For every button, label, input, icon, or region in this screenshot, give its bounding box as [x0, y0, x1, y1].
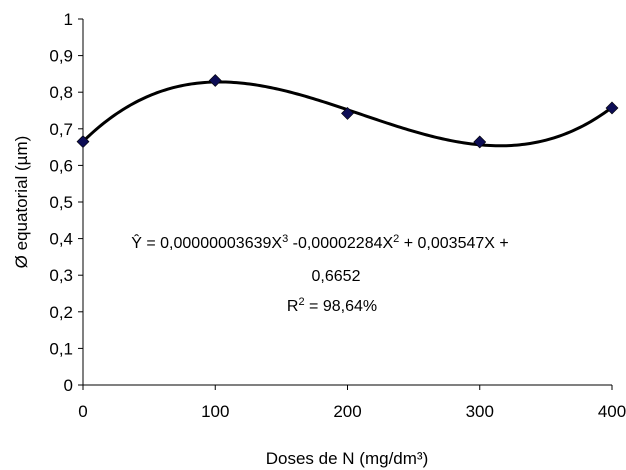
- data-point: [473, 135, 487, 149]
- x-tick-label: 200: [333, 402, 361, 421]
- y-ticks: 0 0,1 0,2 0,3 0,4 0,5 0,6 0,7 0,8 0,9 1: [49, 10, 83, 395]
- r-squared: R2 = 98,64%: [287, 296, 377, 315]
- equation-line-1: Ŷ = 0,00000003639X3 -0,00002284X2 + 0,00…: [131, 233, 508, 252]
- y-tick-label: 0,9: [49, 47, 73, 66]
- data-point: [208, 74, 222, 87]
- y-tick-label: 0,1: [49, 339, 73, 358]
- y-tick-label: 0,7: [49, 120, 73, 139]
- y-tick-label: 0,3: [49, 266, 73, 285]
- y-tick-label: 0,8: [49, 83, 73, 102]
- regression-equation: Ŷ = 0,00000003639X3 -0,00002284X2 + 0,00…: [131, 233, 508, 315]
- y-tick-label: 0,6: [49, 156, 73, 175]
- y-axis-title: Ø equatorial (µm): [12, 136, 31, 269]
- equation-line-2: 0,6652: [312, 268, 361, 285]
- y-tick-label: 0,5: [49, 193, 73, 212]
- x-axis: 0 100 200 300 400: [78, 384, 626, 421]
- data-points: [76, 74, 619, 149]
- x-axis-title: Doses de N (mg/dm³): [266, 449, 428, 468]
- y-tick-label: 0: [64, 376, 73, 395]
- y-tick-label: 0,2: [49, 303, 73, 322]
- x-tick-label: 0: [78, 402, 87, 421]
- x-tick-label: 100: [201, 402, 229, 421]
- x-tick-label: 400: [598, 402, 626, 421]
- x-ticks: 0 100 200 300 400: [78, 385, 626, 421]
- data-point: [76, 135, 90, 149]
- data-point: [605, 101, 619, 115]
- data-point: [341, 107, 354, 120]
- y-tick-label: 1: [64, 10, 73, 29]
- y-tick-label: 0,4: [49, 230, 73, 249]
- y-axis: 0 0,1 0,2 0,3 0,4 0,5 0,6 0,7 0,8 0,9 1: [49, 10, 84, 395]
- x-tick-label: 300: [466, 402, 494, 421]
